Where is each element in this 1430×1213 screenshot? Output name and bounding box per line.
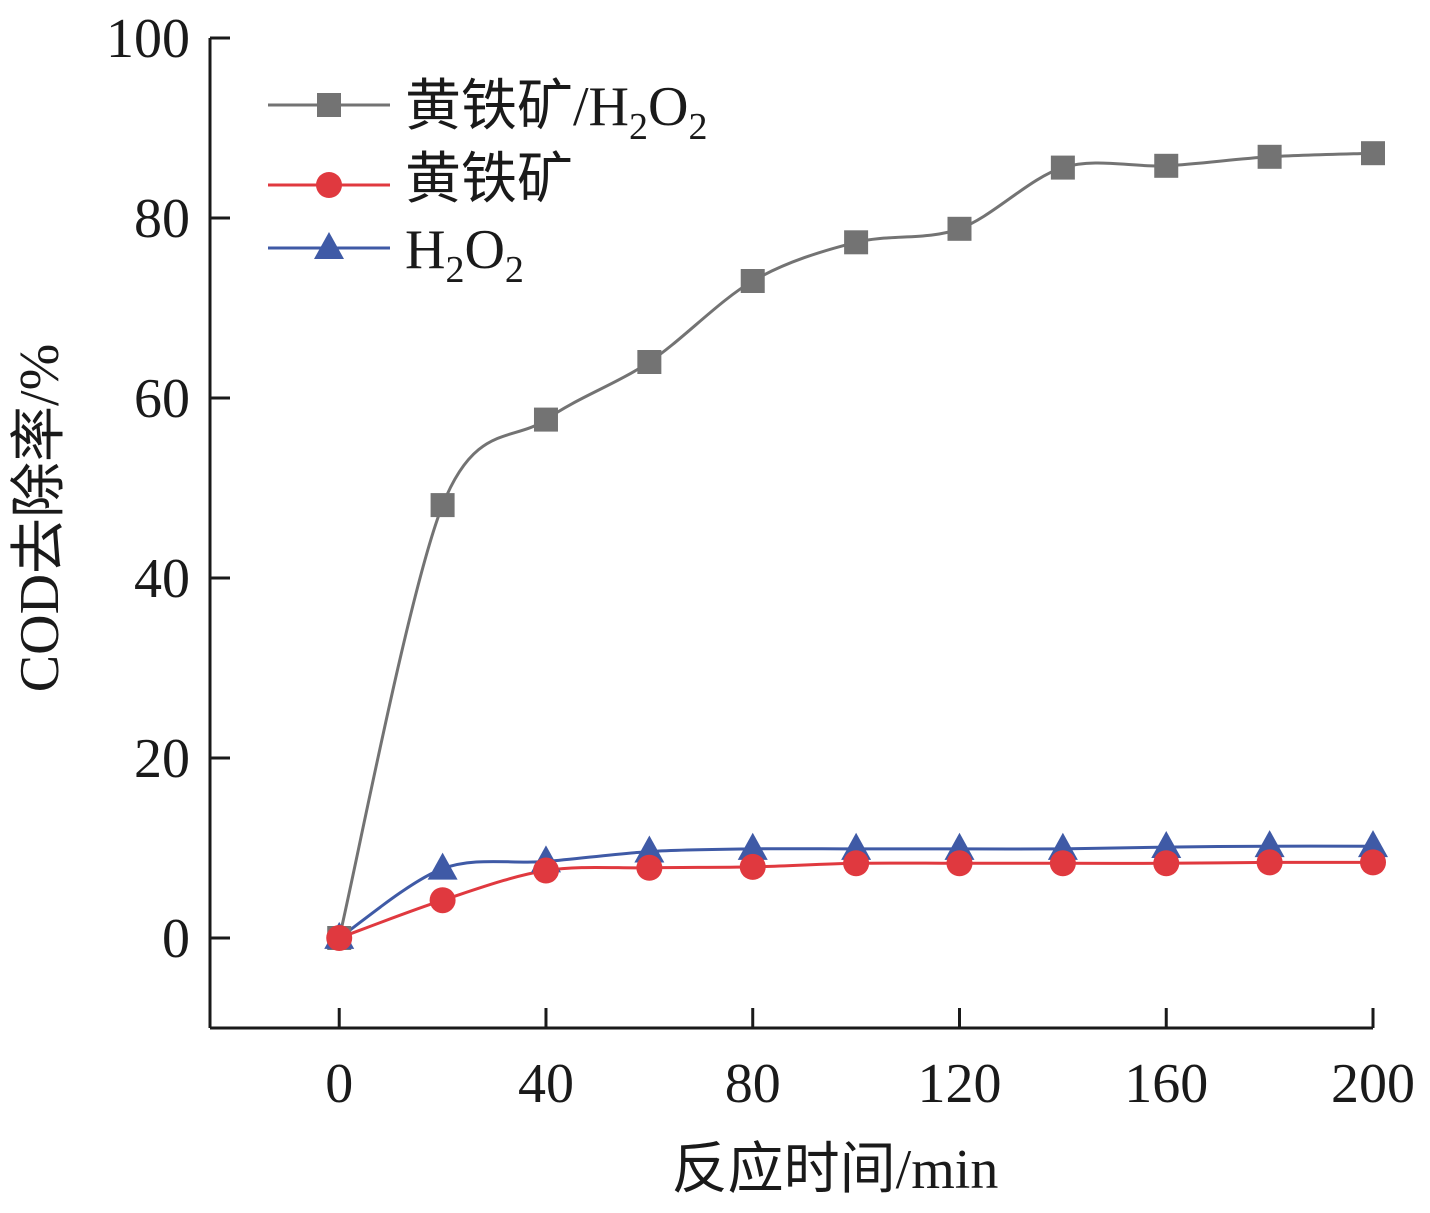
legend: 黄铁矿/H2O2 黄铁矿 H2O2 xyxy=(268,76,707,291)
legend-marker-triangle xyxy=(314,232,344,259)
data-point-circle-series-2 xyxy=(429,887,456,914)
x-tick-label: 200 xyxy=(1331,1053,1415,1115)
y-tick-label: 100 xyxy=(106,8,190,70)
data-point-triangle-series-3 xyxy=(634,835,665,863)
y-tick-label: 40 xyxy=(134,548,190,610)
data-point-square-series-1 xyxy=(533,407,558,432)
y-tick-label: 0 xyxy=(162,908,190,970)
data-point-triangle-series-3 xyxy=(427,852,458,880)
data-point-triangle-series-3 xyxy=(737,832,768,860)
x-tick-label: 40 xyxy=(518,1053,574,1115)
data-point-square-series-1 xyxy=(1257,144,1282,169)
data-point-square-series-1 xyxy=(844,230,869,255)
x-tick-label: 0 xyxy=(325,1053,353,1115)
data-point-square-series-1 xyxy=(1361,141,1385,166)
data-point-circle-series-2 xyxy=(636,854,663,881)
x-axis-title: 反应时间/min xyxy=(672,1139,999,1201)
data-point-circle-series-2 xyxy=(326,925,353,951)
data-point-circle-series-2 xyxy=(1153,850,1180,877)
legend-label-series-2: 黄铁矿 xyxy=(405,149,573,211)
legend-entry-series-2: 黄铁矿 xyxy=(268,149,573,211)
legend-label-series-3: H2O2 xyxy=(405,219,524,291)
data-point-circle-series-2 xyxy=(532,857,559,884)
axes: 0 20 40 60 80 100 0 40 80 120 160 200 xyxy=(106,8,1415,1115)
y-axis-title: COD去除率/% xyxy=(9,344,71,692)
legend-label-series-1: 黄铁矿/H2O2 xyxy=(405,76,707,148)
data-point-triangle-series-3 xyxy=(1254,830,1285,858)
data-point-square-series-1 xyxy=(1050,155,1075,180)
data-point-circle-series-2 xyxy=(1049,850,1076,877)
series-markers xyxy=(324,141,1388,951)
legend-marker-circle xyxy=(316,172,342,198)
data-point-circle-series-2 xyxy=(1256,849,1283,876)
data-point-circle-series-2 xyxy=(843,850,870,877)
y-tick-label: 80 xyxy=(134,188,190,250)
data-point-circle-series-2 xyxy=(1360,849,1386,876)
data-point-square-series-1 xyxy=(947,216,972,241)
y-tick-label: 60 xyxy=(134,368,190,430)
data-point-square-series-1 xyxy=(740,269,765,293)
y-tick-label: 20 xyxy=(134,728,190,790)
data-point-circle-series-2 xyxy=(739,853,766,880)
legend-marker-square xyxy=(317,93,341,117)
data-point-square-series-1 xyxy=(637,350,662,374)
legend-entry-series-3: H2O2 xyxy=(268,219,524,291)
data-point-triangle-series-3 xyxy=(1151,830,1182,859)
data-point-square-series-1 xyxy=(430,493,455,518)
data-point-circle-series-2 xyxy=(946,850,973,877)
x-tick-label: 80 xyxy=(725,1053,781,1115)
x-tick-label: 120 xyxy=(917,1053,1001,1115)
data-point-square-series-1 xyxy=(1154,153,1179,178)
x-tick-label: 160 xyxy=(1124,1053,1208,1115)
data-point-triangle-series-3 xyxy=(1358,830,1388,858)
legend-entry-series-1: 黄铁矿/H2O2 xyxy=(268,76,707,148)
